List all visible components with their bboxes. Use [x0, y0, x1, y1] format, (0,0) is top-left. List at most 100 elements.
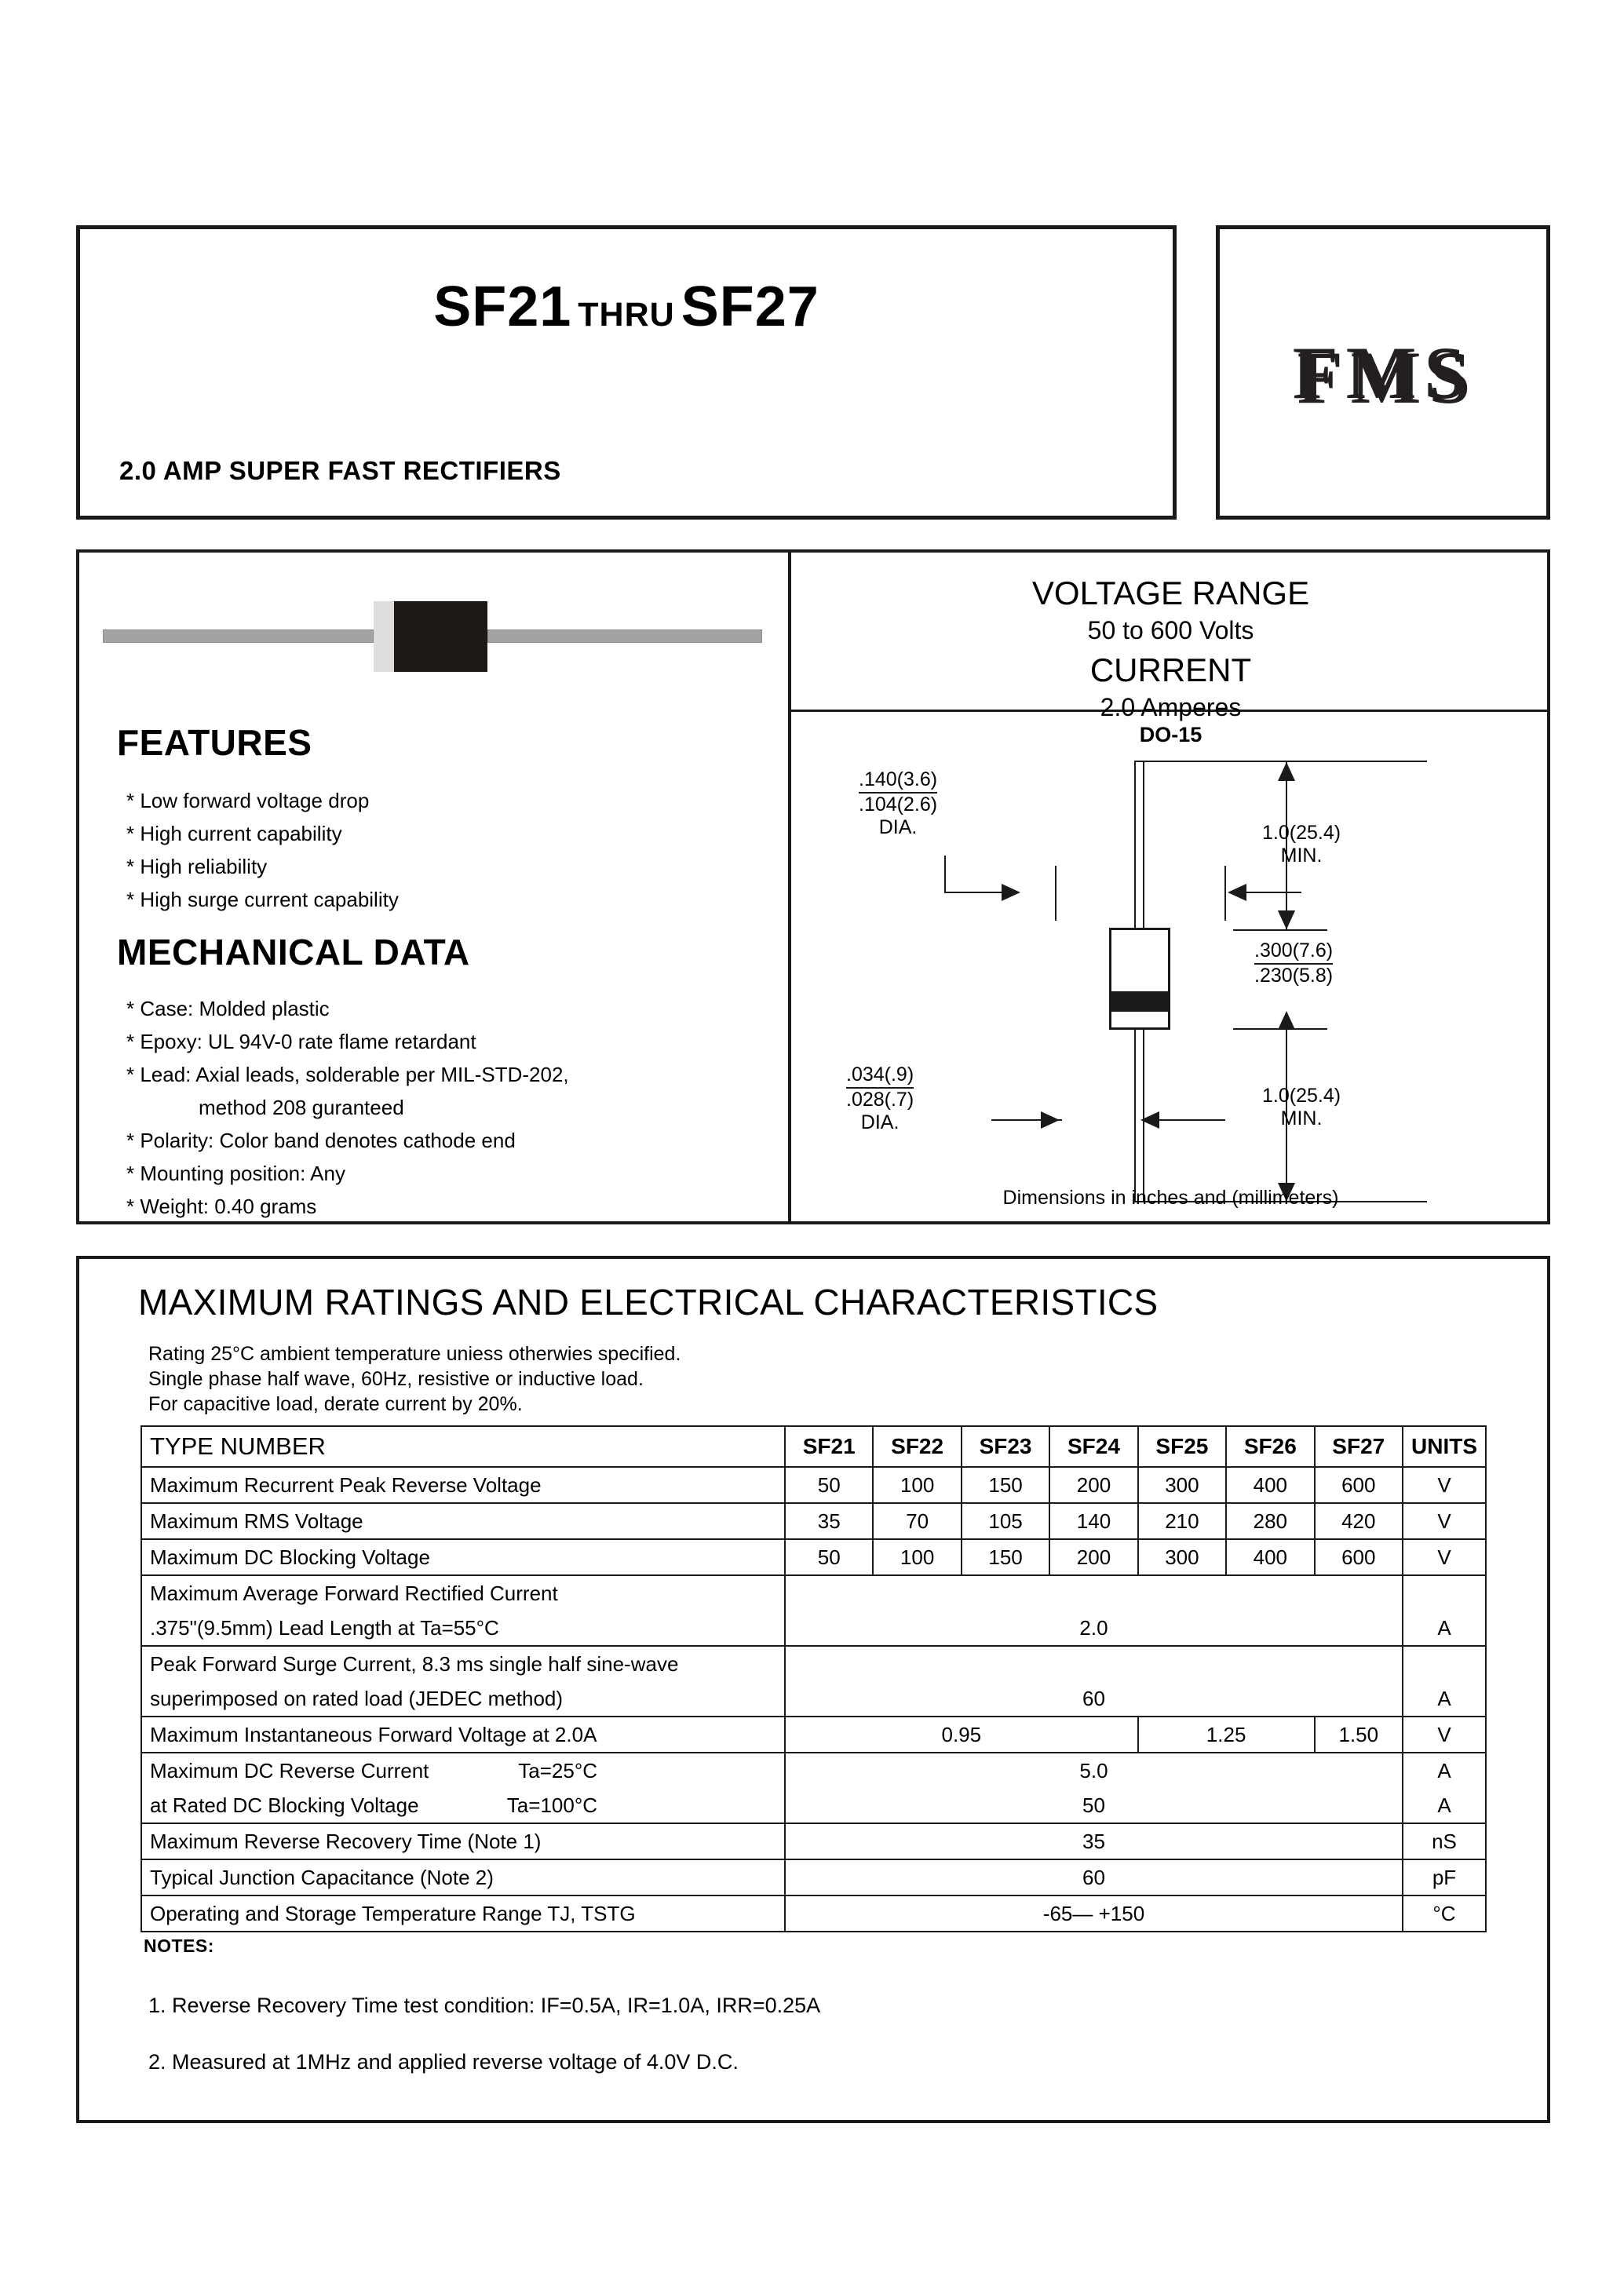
dim-tick-right: [1224, 866, 1226, 921]
cell-units: nS: [1402, 1822, 1487, 1860]
table-row: .375"(9.5mm) Lead Length at Ta=55°C 2.0 …: [141, 1611, 1487, 1647]
list-item: * Case: Molded plastic: [126, 997, 330, 1020]
arrow-right-icon: [1002, 884, 1020, 901]
table-row: superimposed on rated load (JEDEC method…: [141, 1681, 1487, 1717]
body-diameter-dimension: .140(3.6) .104(2.6) DIA.: [859, 768, 938, 838]
note-item: 2. Measured at 1MHz and applied reverse …: [148, 2050, 739, 2074]
list-item: * High current capability: [126, 822, 342, 845]
diode-lead-right-icon: [487, 629, 762, 643]
column-header-units: UNITS: [1402, 1425, 1487, 1468]
features-list: * Low forward voltage drop * High curren…: [126, 784, 399, 916]
table-row: at Rated DC Blocking Voltage Ta=100°C 50 …: [141, 1788, 1487, 1824]
table-row: Typical Junction Capacitance (Note 2) 60…: [141, 1859, 1487, 1896]
row-label: .375"(9.5mm) Lead Length at Ta=55°C: [141, 1611, 786, 1647]
column-header-sf23: SF23: [960, 1425, 1051, 1468]
arrow-down-icon: [1278, 910, 1295, 929]
logo-box: FMS: [1216, 225, 1550, 520]
cell-units: A: [1402, 1611, 1487, 1647]
condition-line: Rating 25°C ambient temperature uniess o…: [148, 1343, 681, 1365]
list-item: * Polarity: Color band denotes cathode e…: [126, 1129, 516, 1152]
table-row: Maximum Recurrent Peak Reverse Voltage 5…: [141, 1466, 1487, 1504]
cell-value: 0.95: [784, 1716, 1139, 1753]
list-item: * High surge current capability: [126, 888, 399, 911]
row-label-condition: Ta=25°C: [518, 1758, 597, 1782]
leader-line-body-dia: [944, 856, 946, 893]
cell-value: 140: [1049, 1502, 1139, 1540]
cell-value: 1.25: [1137, 1716, 1316, 1753]
arrow-down-icon: [1278, 1183, 1295, 1202]
leader-line-body-dia-h: [944, 892, 1019, 893]
list-item: * Mounting position: Any: [126, 1162, 345, 1185]
cell-value: 600: [1313, 1538, 1404, 1576]
cell-value-spacer: [784, 1645, 1403, 1681]
cell-value-spacer: [784, 1574, 1403, 1611]
cell-value: 150: [960, 1538, 1051, 1576]
cell-units: A: [1402, 1752, 1487, 1788]
cell-value: 100: [872, 1466, 962, 1504]
leader-line-lead-dia: [991, 1119, 1062, 1121]
voltage-range-heading: VOLTAGE RANGE: [1031, 575, 1310, 611]
features-heading: FEATURES: [117, 722, 312, 763]
row-label: Maximum DC Reverse Current Ta=25°C: [141, 1752, 786, 1788]
fms-logo: FMS: [1292, 330, 1474, 414]
row-label: Operating and Storage Temperature Range …: [141, 1895, 786, 1932]
list-item: * High reliability: [126, 855, 268, 878]
table-row: Peak Forward Surge Current, 8.3 ms singl…: [141, 1645, 1487, 1681]
cell-value: 300: [1137, 1538, 1228, 1576]
row-label: Peak Forward Surge Current, 8.3 ms singl…: [141, 1645, 786, 1681]
cell-units: V: [1402, 1502, 1487, 1540]
arrow-left-icon: [1140, 1111, 1159, 1129]
arrow-left-icon: [1228, 884, 1246, 901]
cell-value: 60: [784, 1859, 1403, 1896]
column-header-sf27: SF27: [1313, 1425, 1404, 1468]
list-item: * Weight: 0.40 grams: [126, 1195, 317, 1218]
row-label: Typical Junction Capacitance (Note 2): [141, 1859, 786, 1896]
cell-units: A: [1402, 1681, 1487, 1717]
column-header-sf21: SF21: [783, 1425, 874, 1468]
cell-value: 400: [1225, 1538, 1316, 1576]
package-drawing-panel: DO-15 1.0(25.4) MIN. .140(3.6) .104(2.6)…: [791, 712, 1550, 1222]
cell-value: -65— +150: [784, 1895, 1403, 1932]
row-label-condition: Ta=100°C: [506, 1793, 597, 1817]
cell-value: 105: [960, 1502, 1051, 1540]
cell-units-spacer: [1402, 1645, 1487, 1681]
leader-line-lead-dia-2: [1159, 1119, 1225, 1121]
cell-value: 200: [1049, 1538, 1139, 1576]
column-header-sf22: SF22: [872, 1425, 962, 1468]
current-heading: CURRENT: [1089, 651, 1252, 688]
cell-units: V: [1402, 1466, 1487, 1504]
cell-value: 50: [784, 1788, 1403, 1824]
package-lead-top-icon: [1134, 761, 1144, 929]
arrow-up-icon: [1278, 762, 1295, 781]
diode-photo: [103, 593, 762, 680]
cell-value: 210: [1137, 1502, 1228, 1540]
cell-value: 35: [783, 1502, 874, 1540]
condition-line: Single phase half wave, 60Hz, resistive …: [148, 1368, 644, 1390]
dim-tick-left: [1055, 866, 1057, 921]
row-label: Maximum DC Blocking Voltage: [141, 1538, 786, 1576]
cell-value: 60: [784, 1681, 1403, 1717]
cell-units: pF: [1402, 1859, 1487, 1896]
cell-units: A: [1402, 1788, 1487, 1824]
voltage-current-panel: VOLTAGE RANGE 50 to 600 Volts CURRENT 2.…: [791, 553, 1550, 721]
row-label: Maximum Instantaneous Forward Voltage at…: [141, 1716, 786, 1753]
cell-units: °C: [1402, 1895, 1487, 1932]
cell-units: V: [1402, 1538, 1487, 1576]
notes-list: 1. Reverse Recovery Time test condition:…: [148, 1977, 820, 2090]
row-label: at Rated DC Blocking Voltage Ta=100°C: [141, 1788, 786, 1824]
cell-value: 420: [1313, 1502, 1404, 1540]
table-row: Maximum Instantaneous Forward Voltage at…: [141, 1716, 1487, 1753]
diode-cathode-band-icon: [374, 601, 394, 672]
ratings-conditions: Rating 25°C ambient temperature uniess o…: [148, 1341, 681, 1417]
table-header-row: TYPE NUMBER SF21 SF22 SF23 SF24 SF25 SF2…: [141, 1425, 1487, 1468]
column-header-sf24: SF24: [1049, 1425, 1139, 1468]
ratings-heading: MAXIMUM RATINGS AND ELECTRICAL CHARACTER…: [138, 1282, 1159, 1323]
cell-value: 1.50: [1313, 1716, 1404, 1753]
arrow-right-icon: [1041, 1111, 1060, 1129]
middle-block: FEATURES * Low forward voltage drop * Hi…: [76, 549, 1550, 1224]
current-value: 2.0 Amperes: [1100, 693, 1242, 721]
cell-units-spacer: [1402, 1574, 1487, 1611]
mechanical-data-heading: MECHANICAL DATA: [117, 932, 470, 972]
table-row: Maximum Reverse Recovery Time (Note 1) 3…: [141, 1822, 1487, 1860]
